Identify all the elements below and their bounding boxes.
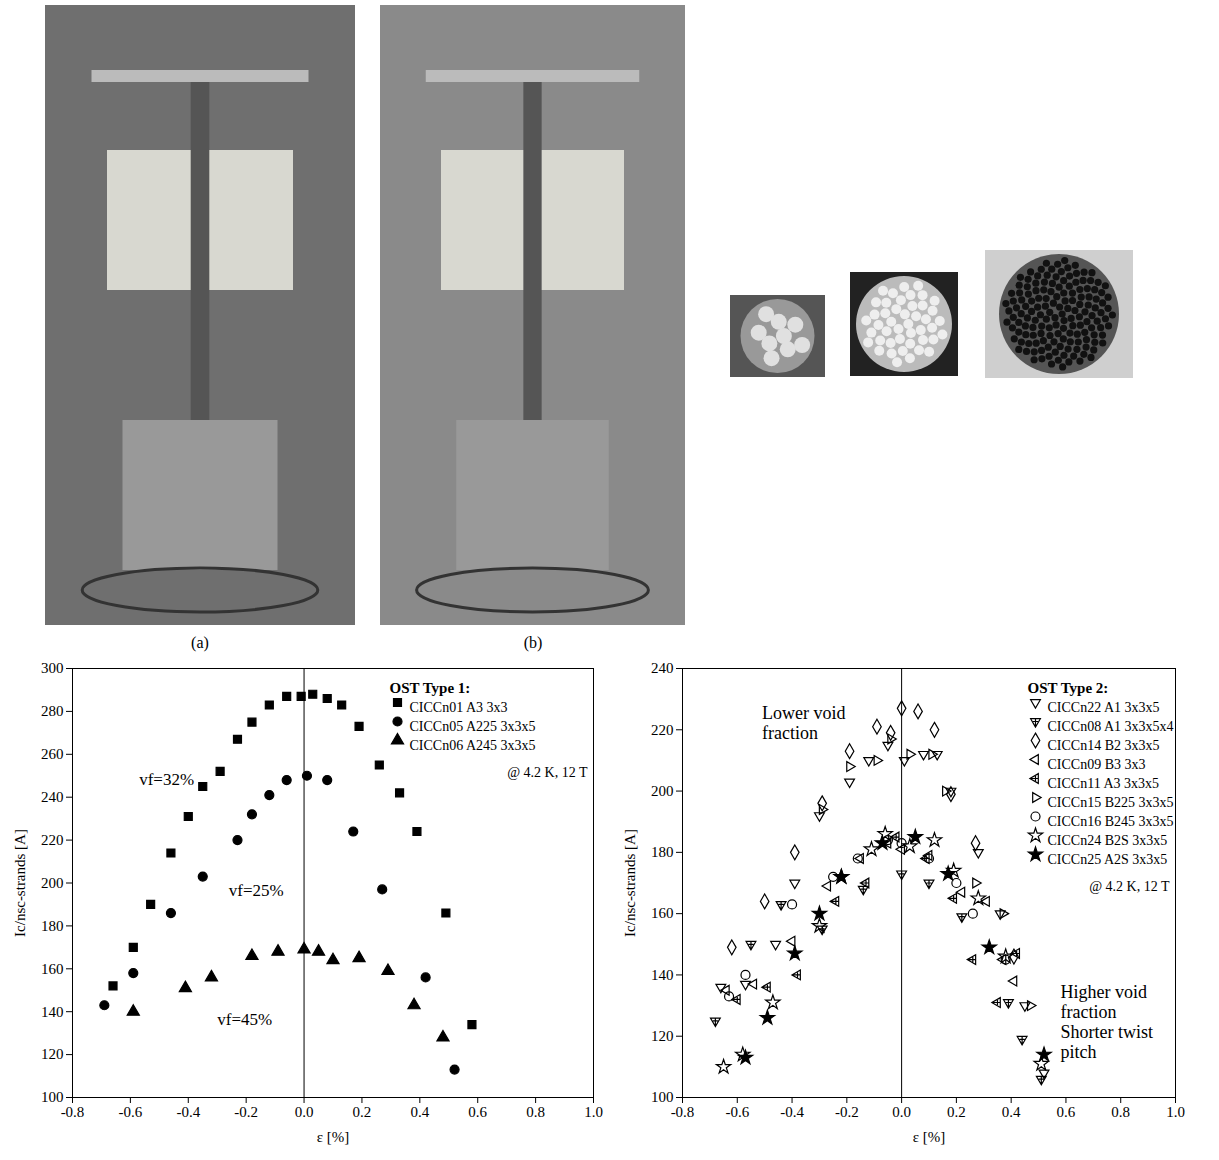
svg-text:120: 120 [651,1028,674,1044]
svg-text:180: 180 [651,844,674,860]
svg-text:-0.6: -0.6 [725,1104,749,1120]
svg-text:OST Type 2:: OST Type 2: [1028,680,1109,696]
svg-text:240: 240 [651,660,674,676]
svg-text:CICCn09 B3 3x3: CICCn09 B3 3x3 [1048,757,1146,772]
svg-text:Ic/nsc-strands [A]: Ic/nsc-strands [A] [622,829,638,937]
svg-text:CICCn15 B225 3x3x5: CICCn15 B225 3x3x5 [1048,795,1174,810]
svg-text:280: 280 [41,703,64,719]
svg-text:Higher voidfractionShorter twi: Higher voidfractionShorter twistpitch [1060,982,1153,1061]
svg-text:300: 300 [41,660,64,676]
svg-text:ε [%]: ε [%] [317,1129,350,1145]
svg-text:0.0: 0.0 [892,1104,911,1120]
svg-text:160: 160 [651,905,674,921]
svg-text:-0.6: -0.6 [119,1104,143,1120]
svg-text:CICCn16 B245 3x3x5: CICCn16 B245 3x3x5 [1048,814,1174,829]
svg-text:0.4: 0.4 [1002,1104,1021,1120]
svg-text:240: 240 [41,789,64,805]
svg-text:200: 200 [41,875,64,891]
svg-text:CICCn01 A3 3x3: CICCn01 A3 3x3 [410,700,508,715]
svg-text:vf=45%: vf=45% [217,1010,272,1029]
svg-text:Ic/nsc-strands [A]: Ic/nsc-strands [A] [12,829,28,937]
svg-text:CICCn05 A225 3x3x5: CICCn05 A225 3x3x5 [410,719,536,734]
svg-text:-0.2: -0.2 [234,1104,258,1120]
svg-text:0.6: 0.6 [468,1104,487,1120]
svg-text:-0.8: -0.8 [671,1104,695,1120]
svg-text:100: 100 [651,1089,674,1105]
svg-text:0.6: 0.6 [1057,1104,1076,1120]
svg-text:140: 140 [41,1004,64,1020]
svg-text:160: 160 [41,961,64,977]
svg-text:CICCn11 A3 3x3x5: CICCn11 A3 3x3x5 [1048,776,1160,791]
svg-text:0.2: 0.2 [947,1104,966,1120]
svg-text:260: 260 [41,746,64,762]
svg-text:CICCn22 A1 3x3x5: CICCn22 A1 3x3x5 [1048,700,1160,715]
svg-text:vf=32%: vf=32% [139,770,194,789]
svg-text:1.0: 1.0 [584,1104,603,1120]
svg-text:120: 120 [41,1046,64,1062]
svg-text:100: 100 [41,1089,64,1105]
svg-text:(a): (a) [191,634,209,652]
svg-text:-0.4: -0.4 [176,1104,200,1120]
svg-text:0.8: 0.8 [526,1104,545,1120]
svg-text:140: 140 [651,967,674,983]
svg-text:0.0: 0.0 [295,1104,314,1120]
svg-text:Lower voidfraction: Lower voidfraction [762,703,845,743]
svg-text:OST Type 1:: OST Type 1: [390,680,471,696]
svg-text:180: 180 [41,918,64,934]
svg-text:CICCn08 A1 3x3x5x4: CICCn08 A1 3x3x5x4 [1048,719,1174,734]
svg-text:1.0: 1.0 [1166,1104,1185,1120]
svg-text:-0.4: -0.4 [780,1104,804,1120]
svg-text:0.2: 0.2 [353,1104,372,1120]
svg-text:ε [%]: ε [%] [913,1129,946,1145]
svg-text:-0.8: -0.8 [61,1104,85,1120]
svg-text:@ 4.2 K, 12 T: @ 4.2 K, 12 T [507,765,588,780]
svg-text:CICCn25 A2S 3x3x5: CICCn25 A2S 3x3x5 [1048,852,1168,867]
svg-text:200: 200 [651,783,674,799]
svg-text:@ 4.2 K, 12 T: @ 4.2 K, 12 T [1089,879,1170,894]
svg-text:vf=25%: vf=25% [229,881,284,900]
svg-text:220: 220 [651,722,674,738]
svg-text:CICCn24 B2S 3x3x5: CICCn24 B2S 3x3x5 [1048,833,1168,848]
svg-text:-0.2: -0.2 [835,1104,859,1120]
svg-text:220: 220 [41,832,64,848]
svg-text:CICCn14 B2 3x3x5: CICCn14 B2 3x3x5 [1048,738,1160,753]
svg-text:0.8: 0.8 [1111,1104,1130,1120]
svg-text:0.4: 0.4 [410,1104,429,1120]
svg-text:(b): (b) [524,634,543,652]
svg-text:CICCn06 A245 3x3x5: CICCn06 A245 3x3x5 [410,738,536,753]
